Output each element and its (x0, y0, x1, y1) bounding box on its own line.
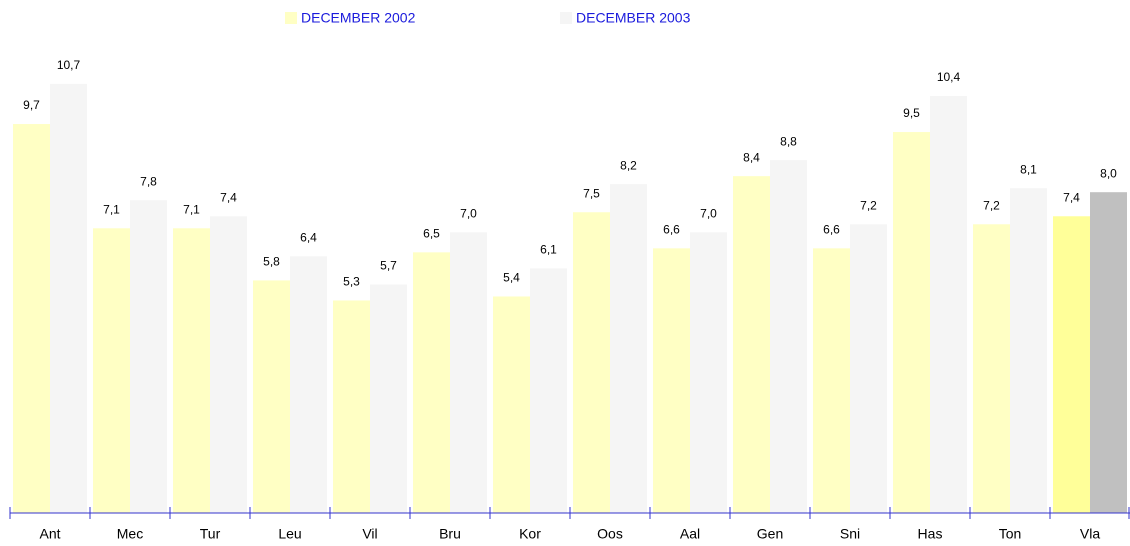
bar (770, 160, 807, 513)
x-tick-label: Vil (362, 526, 377, 542)
bar (333, 300, 370, 513)
bar (850, 224, 887, 513)
value-label: 6,5 (423, 227, 440, 241)
value-label: 7,2 (983, 198, 1000, 212)
value-label: 8,2 (620, 158, 637, 172)
value-label: 6,1 (540, 243, 557, 257)
x-tick-label: Tur (200, 526, 221, 542)
x-tick-label: Bru (439, 526, 461, 542)
x-tick-label: Kor (519, 526, 541, 542)
value-label: 8,4 (743, 150, 760, 164)
bar (173, 228, 210, 514)
value-label: 5,8 (263, 255, 280, 269)
value-label: 6,6 (823, 223, 840, 237)
value-label: 8,8 (780, 134, 797, 148)
bar (1090, 192, 1127, 513)
value-label: 6,6 (663, 223, 680, 237)
legend-label: DECEMBER 2003 (576, 10, 691, 26)
value-label: 8,0 (1100, 166, 1117, 180)
legend-swatch (560, 12, 572, 24)
value-label: 10,4 (937, 70, 961, 84)
x-tick-label: Vla (1080, 526, 1100, 542)
legend-swatch (285, 12, 297, 24)
bar (450, 232, 487, 514)
value-label: 7,2 (860, 198, 877, 212)
legend-label: DECEMBER 2002 (301, 10, 416, 26)
bar (93, 228, 130, 514)
value-label: 7,5 (583, 186, 600, 200)
value-label: 5,7 (380, 259, 397, 273)
bar (130, 200, 167, 513)
value-label: 7,0 (700, 206, 717, 220)
value-label: 7,1 (183, 202, 200, 216)
value-label: 5,4 (503, 271, 520, 285)
bar (13, 124, 50, 513)
value-label: 9,7 (23, 98, 40, 112)
x-tick-label: Has (918, 526, 943, 542)
value-label: 6,4 (300, 231, 317, 245)
bar (530, 268, 567, 513)
x-tick-label: Gen (757, 526, 783, 542)
value-label: 10,7 (57, 58, 81, 72)
bar (413, 252, 450, 513)
bar (733, 176, 770, 513)
bar (1053, 216, 1090, 513)
x-tick-label: Leu (278, 526, 301, 542)
x-tick-label: Ton (999, 526, 1022, 542)
bar (813, 248, 850, 513)
bar (290, 256, 327, 513)
bar (930, 95, 967, 514)
value-label: 5,3 (343, 275, 360, 289)
bar (1010, 188, 1047, 513)
value-label: 7,4 (220, 190, 237, 204)
value-label: 7,1 (103, 202, 120, 216)
x-tick-label: Oos (597, 526, 623, 542)
bar (893, 132, 930, 514)
value-label: 7,8 (140, 174, 157, 188)
value-label: 8,1 (1020, 162, 1037, 176)
x-tick-label: Aal (680, 526, 700, 542)
x-tick-label: Ant (39, 526, 60, 542)
value-label: 7,4 (1063, 190, 1080, 204)
bar (370, 284, 407, 513)
bar (50, 83, 87, 514)
bar (253, 280, 290, 513)
value-label: 7,0 (460, 206, 477, 220)
bar (493, 296, 530, 513)
value-label: 9,5 (903, 106, 920, 120)
bar (690, 232, 727, 514)
x-tick-label: Sni (840, 526, 860, 542)
bar (210, 216, 247, 513)
bar (653, 248, 690, 513)
bar (573, 212, 610, 513)
bar (610, 184, 647, 513)
bar (973, 224, 1010, 513)
x-tick-label: Mec (117, 526, 143, 542)
